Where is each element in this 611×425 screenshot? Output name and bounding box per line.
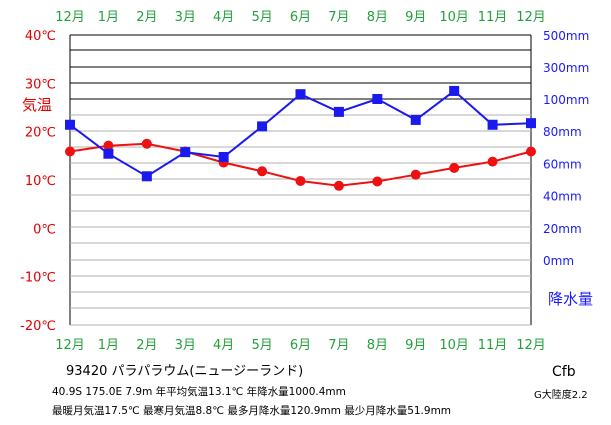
precipitation-point [218,151,229,162]
month-label-bottom: 8月 [367,338,388,353]
temperature-tick-label: -20℃ [20,319,56,334]
series-lines [69,89,532,187]
month-label-bottom: 11月 [478,338,508,353]
temperature-tick-label: 20℃ [25,126,56,141]
temperature-tick-label: 0℃ [33,222,56,237]
temperature-tick-label: 30℃ [25,77,56,92]
precipitation-tick-label: 100mm [543,93,589,107]
month-label-top: 9月 [405,10,426,25]
precipitation-point [333,106,344,117]
month-label-top: 2月 [136,10,157,25]
precipitation-tick-label: 80mm [543,125,582,139]
month-label-bottom: 12月 [516,338,546,353]
temperature-tick-label: 10℃ [25,174,56,189]
month-label-top: 7月 [328,10,349,25]
month-label-top: 11月 [478,10,508,25]
continentality-index: G大陸度2.2 [534,390,588,401]
month-label-bottom: 3月 [175,338,196,353]
temperature-axis-title: 気温 [22,96,52,114]
temperature-tick-label: -10℃ [20,271,56,286]
station-extremes: 最暖月気温17.5℃ 最寒月気温8.8℃ 最多月降水量120.9mm 最少月降水… [52,405,452,417]
month-label-bottom: 2月 [136,338,157,353]
precipitation-tick-label: 60mm [543,157,582,171]
precipitation-point [487,119,498,130]
temperature-tick-label: 40℃ [25,29,56,44]
temperature-axis-labels: 40℃ 30℃ 20℃ 10℃ 0℃ -10℃ -20℃ [20,29,56,334]
month-label-top: 8月 [367,10,388,25]
temperature-point [65,146,75,157]
month-label-bottom: 4月 [213,338,234,353]
month-label-top: 1月 [98,10,119,25]
temperature-point [487,156,498,167]
station-name: 93420 パラパラウム(ニュージーランド) [66,364,304,379]
temperature-point [526,146,536,157]
series-points [65,85,536,191]
precipitation-point [103,148,114,159]
precipitation-point [526,118,536,129]
precipitation-point [141,171,152,182]
month-label-top: 12月 [516,10,546,25]
month-label-bottom: 9月 [405,338,426,353]
precipitation-tick-label: 500mm [543,29,589,43]
precipitation-point [180,147,191,158]
month-label-top: 10月 [439,10,469,25]
month-label-top: 6月 [290,10,311,25]
precipitation-point [372,94,383,104]
temperature-point [295,175,306,186]
precipitation-point [257,121,268,132]
precipitation-axis-title: 降水量 [548,290,593,308]
month-label-bottom: 5月 [251,338,272,353]
precipitation-point [449,85,460,96]
koppen-class: Cfb [552,364,576,380]
temperature-point [257,166,268,177]
temperature-point [372,176,383,187]
precipitation-tick-label: 20mm [543,222,582,236]
month-label-top: 3月 [175,10,196,25]
temperature-point [333,180,344,191]
month-label-top: 5月 [251,10,272,25]
precipitation-point [295,89,306,100]
precipitation-point [65,119,75,130]
month-label-bottom: 6月 [290,338,311,353]
temperature-point [410,169,421,180]
precipitation-tick-label: 40mm [543,190,582,204]
precipitation-tick-label: 300mm [543,61,589,75]
month-label-top: 12月 [55,10,85,25]
temperature-point [141,138,152,149]
month-label-top: 4月 [213,10,234,25]
temperature-point [103,140,114,151]
temperature-point [449,162,460,173]
month-label-bottom: 1月 [98,338,119,353]
station-summary: 40.9S 175.0E 7.9m 年平均気温13.1℃ 年降水量1000.4m… [52,386,346,398]
bottom-month-labels: 12月 1月 2月 3月 4月 5月 6月 7月 8月 9月 10月 11月 12月 [55,338,546,353]
month-label-bottom: 7月 [328,338,349,353]
month-label-bottom: 10月 [439,338,469,353]
precipitation-point [410,114,421,125]
top-month-labels: 12月 1月 2月 3月 4月 5月 6月 7月 8月 9月 10月 11月 12月 [55,10,546,25]
month-label-bottom: 12月 [55,338,85,353]
precipitation-tick-label: 0mm [543,254,574,268]
precipitation-axis-labels: 500mm 300mm 100mm 80mm 60mm 40mm 20mm 0mm [543,29,589,268]
